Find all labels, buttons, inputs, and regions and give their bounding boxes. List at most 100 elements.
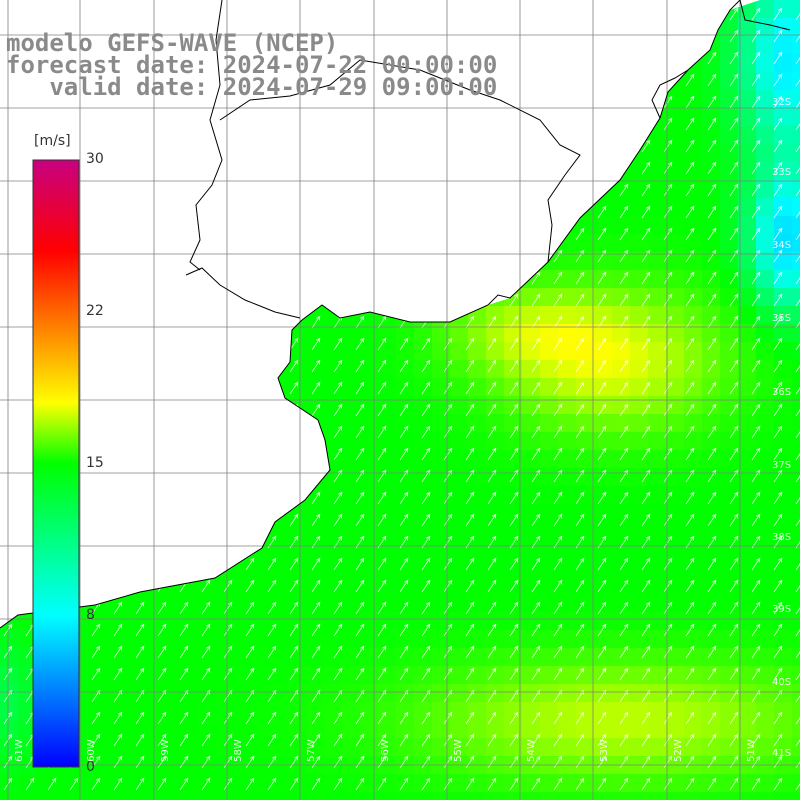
field-cell bbox=[540, 738, 558, 756]
field-cell bbox=[738, 648, 756, 666]
field-cell bbox=[126, 450, 144, 468]
field-cell bbox=[468, 270, 486, 288]
wind-arrow bbox=[311, 447, 321, 461]
field-cell bbox=[36, 774, 54, 792]
field-cell bbox=[720, 630, 738, 648]
field-cell bbox=[144, 612, 162, 630]
wind-arrow bbox=[685, 381, 695, 395]
field-cell bbox=[576, 504, 594, 522]
field-cell bbox=[558, 180, 576, 198]
field-cell bbox=[504, 90, 522, 108]
field-cell bbox=[540, 774, 558, 792]
field-cell bbox=[558, 396, 576, 414]
field-cell bbox=[648, 0, 666, 18]
wind-arrow bbox=[773, 161, 783, 175]
field-cell bbox=[792, 162, 800, 180]
field-cell bbox=[360, 126, 378, 144]
wind-arrow bbox=[377, 711, 387, 725]
wind-arrow bbox=[773, 733, 783, 747]
wind-arrow bbox=[245, 117, 255, 131]
wind-arrow bbox=[663, 755, 673, 769]
field-cell bbox=[180, 774, 198, 792]
wind-arrow bbox=[421, 117, 431, 131]
field-cell bbox=[360, 270, 378, 288]
field-cell bbox=[774, 252, 792, 270]
field-cell bbox=[756, 378, 774, 396]
field-cell bbox=[252, 558, 270, 576]
wind-arrow bbox=[773, 95, 783, 109]
wind-arrow bbox=[465, 381, 475, 395]
field-cell bbox=[360, 774, 378, 792]
field-cell bbox=[648, 252, 666, 270]
field-cell bbox=[684, 684, 702, 702]
wind-arrow bbox=[509, 205, 519, 219]
field-cell bbox=[630, 558, 648, 576]
wind-arrow bbox=[487, 601, 497, 615]
field-cell bbox=[774, 288, 792, 306]
field-cell bbox=[486, 522, 504, 540]
field-cell bbox=[612, 540, 630, 558]
field-cell bbox=[684, 72, 702, 90]
field-cell bbox=[342, 144, 360, 162]
field-cell bbox=[792, 360, 800, 378]
field-cell bbox=[162, 648, 180, 666]
field-cell bbox=[522, 666, 540, 684]
wind-arrow bbox=[553, 315, 563, 329]
field-cell bbox=[702, 558, 720, 576]
wind-arrow bbox=[289, 293, 299, 307]
field-cell bbox=[468, 666, 486, 684]
field-cell bbox=[18, 666, 36, 684]
wind-arrow bbox=[575, 755, 585, 769]
field-cell bbox=[666, 684, 684, 702]
field-cell bbox=[630, 90, 648, 108]
field-cell bbox=[450, 576, 468, 594]
field-cell bbox=[612, 432, 630, 450]
wind-arrow bbox=[201, 381, 211, 395]
wind-arrow bbox=[575, 139, 585, 153]
field-cell bbox=[558, 504, 576, 522]
wind-arrow bbox=[355, 337, 365, 351]
field-cell bbox=[252, 792, 270, 800]
wind-arrow bbox=[575, 645, 585, 659]
wind-arrow bbox=[509, 95, 519, 109]
wind-arrow bbox=[69, 117, 79, 131]
field-cell bbox=[306, 378, 324, 396]
wind-arrow bbox=[619, 755, 629, 769]
wind-arrow bbox=[377, 139, 387, 153]
field-cell bbox=[288, 198, 306, 216]
field-cell bbox=[198, 288, 216, 306]
wind-arrow bbox=[399, 381, 409, 395]
field-cell bbox=[450, 162, 468, 180]
field-cell bbox=[72, 792, 90, 800]
field-cell bbox=[288, 576, 306, 594]
wind-arrow bbox=[619, 29, 629, 43]
field-cell bbox=[486, 558, 504, 576]
field-cell bbox=[792, 504, 800, 522]
field-cell bbox=[792, 774, 800, 792]
wind-arrow bbox=[729, 337, 739, 351]
field-cell bbox=[594, 18, 612, 36]
wind-arrow bbox=[289, 513, 299, 527]
wind-arrow bbox=[707, 293, 717, 307]
field-cell bbox=[180, 432, 198, 450]
field-cell bbox=[576, 792, 594, 800]
wind-arrow bbox=[751, 205, 761, 219]
field-cell bbox=[144, 540, 162, 558]
field-cell bbox=[378, 738, 396, 756]
field-cell bbox=[468, 324, 486, 342]
field-cell bbox=[450, 504, 468, 522]
field-cell bbox=[702, 54, 720, 72]
wind-arrow bbox=[157, 425, 167, 439]
field-cell bbox=[432, 738, 450, 756]
field-cell bbox=[558, 450, 576, 468]
field-cell bbox=[684, 360, 702, 378]
field-cell bbox=[144, 108, 162, 126]
field-cell bbox=[144, 180, 162, 198]
field-cell bbox=[432, 540, 450, 558]
field-cell bbox=[666, 450, 684, 468]
field-cell bbox=[360, 522, 378, 540]
wind-arrow bbox=[157, 491, 167, 505]
field-cell bbox=[378, 144, 396, 162]
field-cell bbox=[684, 666, 702, 684]
wind-arrow bbox=[597, 293, 607, 307]
